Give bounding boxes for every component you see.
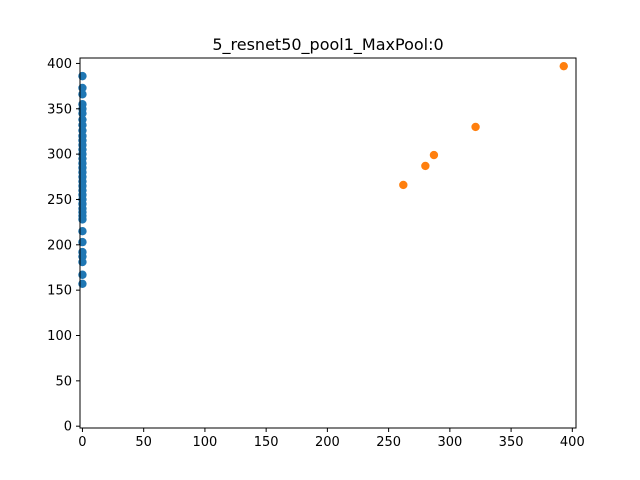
data-point (559, 61, 568, 71)
y-tick-label: 400 (47, 57, 72, 72)
y-tick-label: 100 (47, 329, 72, 344)
x-tick-label: 250 (376, 435, 401, 450)
chart-title: 5_resnet50_pool1_MaxPool:0 (212, 35, 443, 55)
plot-frame (79, 57, 577, 429)
data-point (471, 122, 480, 132)
y-tick-label: 300 (47, 148, 72, 163)
series-1 (399, 61, 568, 190)
y-tick-label: 150 (47, 284, 72, 299)
y-tick-label: 250 (47, 193, 72, 208)
x-tick-label: 0 (78, 435, 86, 450)
y-tick-label: 0 (64, 420, 72, 435)
data-point (429, 150, 439, 160)
x-tick-label: 400 (560, 435, 585, 450)
y-tick-label: 200 (47, 238, 72, 253)
x-tick-label: 350 (499, 435, 524, 450)
y-axis: 0 50 100 150 200 250 300 350 400 (47, 57, 80, 435)
x-tick-label: 150 (254, 435, 279, 450)
x-tick-label: 300 (437, 435, 462, 450)
x-tick-label: 100 (193, 435, 218, 450)
x-tick-label: 50 (135, 435, 152, 450)
y-tick-label: 50 (55, 374, 72, 389)
y-tick-label: 350 (47, 102, 72, 117)
x-tick-label: 200 (315, 435, 340, 450)
data-point (421, 161, 430, 171)
chart-marks (78, 61, 568, 289)
data-point (399, 180, 408, 190)
x-axis: 0 50 100 150 200 250 300 350 400 (78, 428, 585, 450)
